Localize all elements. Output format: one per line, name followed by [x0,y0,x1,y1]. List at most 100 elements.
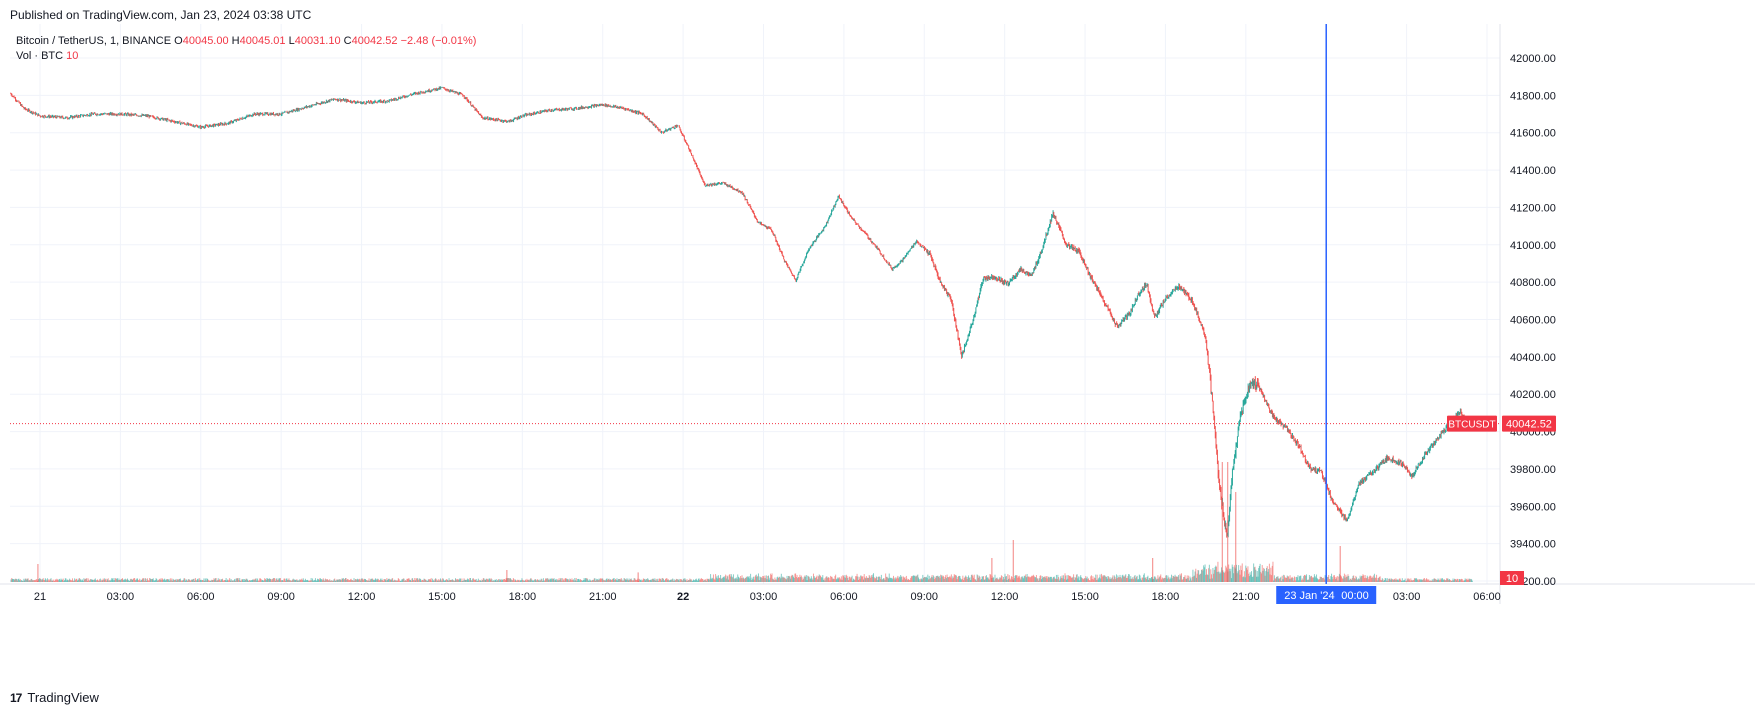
volume-bar [744,578,746,582]
volume-bar [1218,571,1220,582]
volume-bar [1009,578,1011,582]
volume-bar [1053,576,1055,582]
volume-bar [702,580,704,582]
volume-bar [1376,574,1378,582]
volume-bar [850,577,852,582]
volume-bar [625,579,627,582]
volume-bar [1457,579,1459,582]
volume-bar [1445,580,1447,582]
volume-bar [790,575,792,582]
volume-bar [1296,577,1298,582]
volume-bar [215,578,217,582]
volume-bar [527,580,529,582]
volume-label[interactable]: Vol · BTC [16,50,64,62]
volume-bar [267,579,269,582]
volume-bar [1178,575,1180,582]
x-tick-label: 15:00 [1071,591,1099,603]
volume-bar [1323,579,1325,582]
volume-bar [254,578,256,582]
volume-bar [1245,565,1247,582]
volume-bar [320,579,322,582]
volume-bar [255,578,257,582]
volume-bar [1166,578,1168,582]
volume-bar [56,579,58,582]
volume-bar [1010,579,1012,582]
volume-bar [1262,570,1264,582]
volume-bar [807,576,809,582]
volume-bar [1318,579,1320,582]
volume-bar [1098,578,1100,582]
volume-bar [1065,575,1067,582]
volume-bar [898,576,900,582]
volume-bar [690,579,692,582]
volume-bar [703,579,705,582]
volume-bar [893,575,895,582]
volume-bar [571,578,573,582]
volume-bar [1104,575,1106,582]
volume-bar [1003,576,1005,582]
volume-bar [186,580,188,582]
volume-bar [662,578,664,582]
volume-bar [254,579,256,582]
volume-bar [863,574,865,582]
volume-bar [1399,578,1401,582]
volume-bar [1044,576,1046,582]
volume-bar [1381,578,1383,582]
volume-bar [747,577,749,582]
volume-bar [970,574,972,582]
volume-bar [775,579,777,582]
x-tick-label: 09:00 [267,591,295,603]
volume-bar [836,578,838,582]
volume-bar [1028,576,1030,582]
volume-bar [546,578,548,582]
volume-bar [1315,577,1317,582]
volume-bar [100,580,102,582]
volume-bar [1173,576,1175,582]
volume-bar [683,579,685,582]
volume-bar [548,578,550,582]
volume-bar [453,580,455,582]
volume-bar [740,578,742,582]
volume-bar [924,576,926,582]
volume-bar [1435,579,1437,582]
volume-bar [1243,576,1245,582]
volume-bar [1348,575,1350,582]
volume-bar [670,579,672,582]
open-label: O [174,35,183,47]
volume-bar [379,578,381,582]
volume-bar [673,579,675,582]
volume-bar [921,579,923,582]
volume-bar [945,575,947,582]
volume-bar [495,580,497,582]
volume-bar [244,579,246,582]
volume-bar [418,578,420,582]
volume-bar [1471,580,1473,582]
volume-bar [1153,576,1155,582]
volume-bar [795,577,797,582]
volume-bar [590,580,592,582]
footer-brand: 17 TradingView [10,690,99,705]
volume-bar [1002,579,1004,582]
volume-bar [1421,579,1423,582]
volume-bar [1433,578,1435,582]
volume-bar [304,580,306,582]
volume-bar [1180,575,1182,582]
volume-bar [642,579,644,582]
volume-bar [948,577,950,582]
volume-spike [991,558,993,582]
volume-bar [142,578,144,582]
volume-bar [1013,578,1015,582]
volume-bar [1446,578,1448,582]
volume-bar [878,576,880,582]
volume-bar [1200,573,1202,582]
volume-bar [920,578,922,582]
volume-bar [1105,576,1107,582]
symbol-label[interactable]: Bitcoin / TetherUS, 1, BINANCE [16,35,172,47]
volume-bar [162,578,164,582]
volume-bar [1297,575,1299,582]
volume-bar [220,579,222,582]
price-chart[interactable]: 42000.0041800.0041600.0041400.0041200.00… [0,24,1755,684]
volume-bar [1035,577,1037,582]
volume-bar [1241,563,1243,582]
volume-bar [1092,576,1094,582]
